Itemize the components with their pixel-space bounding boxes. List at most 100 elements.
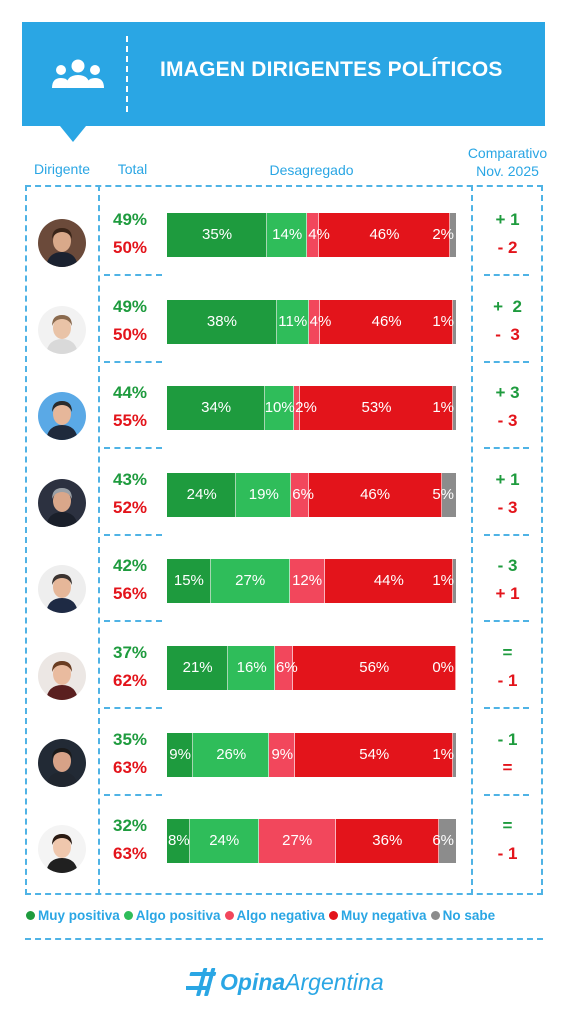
comparativo-negative: - 2 [497,238,518,257]
segment-divider [306,213,308,257]
comparativo-line-2: Nov. 2025 [476,163,539,179]
bar-segment [308,299,321,344]
bar-segment [450,213,456,257]
legend-dot [430,911,440,920]
bar-labels: 24% 19% 6% 46% 5% [167,473,456,517]
total-negative: 63% [113,757,148,777]
bar-segment [167,732,194,777]
segment-divider [188,819,190,864]
bar-segment [167,386,266,431]
data-label: 54% [359,745,390,763]
politician-avatar [38,738,86,787]
segment-divider [440,472,442,517]
data-label: 35% [202,226,233,243]
segment-divider [274,646,275,690]
legend: Muy positiva Algo positiva Algo negativa… [24,908,495,923]
data-label: 8% [168,832,190,850]
bar-segment [228,646,275,690]
bar-segment [265,386,295,431]
bar-segment [167,299,277,344]
data-label: 6% [432,832,454,850]
bar-segment [269,732,296,777]
data-label: 27% [235,572,266,590]
legend-label: Muy positiva [38,908,120,923]
column-header-total: Total [117,161,148,177]
row-separator [484,360,529,363]
row-separator [104,533,162,536]
comparativo-negative: - 3 [497,411,518,431]
legend-item: No sabe [429,908,495,923]
stacked-bar [167,732,456,777]
data-label: 2% [295,399,317,417]
total-negative: 62% [113,671,148,690]
group-icon [52,59,104,88]
stacked-bar [167,299,456,344]
politician-avatar [38,392,86,441]
row-separator [484,274,529,276]
comparativo-negative: = [502,757,513,777]
data-label: 11% [278,312,308,330]
legend-dot [26,911,35,920]
data-label: 36% [372,832,403,850]
data-label: 34% [201,399,232,417]
stacked-bar [167,819,456,864]
total-negative: 56% [113,584,148,604]
segment-divider [317,213,319,257]
bar-segment [167,819,190,864]
total-negative: 50% [113,238,148,257]
data-label: 27% [282,832,313,850]
column-divider-left [98,185,100,895]
banner-divider [126,36,128,112]
total-positive: 49% [113,296,148,316]
stacked-bar [167,386,456,431]
total-positive: 49% [113,210,148,229]
total-negative: 63% [113,844,148,864]
bar-segment [276,299,309,344]
comparativo-positive: - 1 [497,729,518,749]
segment-divider [334,819,336,864]
logo-text: OpinaArgentina [220,969,384,996]
bar-segment [167,213,268,257]
data-label: 2% [432,226,454,243]
bar-segment [320,299,454,344]
comparativo-positive: + 1 [495,210,520,229]
total-positive: 35% [113,729,148,749]
bar-segment [258,819,336,864]
bar-segment [294,386,300,431]
segment-divider [454,646,456,690]
comparativo-positive: + 3 [495,383,520,403]
data-label: 56% [359,659,390,676]
data-label: 10% [264,399,295,417]
segment-divider [288,559,290,604]
total-positive: 32% [113,816,148,836]
comparativo-negative: - 3 [497,497,518,517]
bar-segment [453,299,456,344]
bar-segment [324,559,454,604]
comparativo-negative: - 1 [497,844,518,864]
politician-avatar [38,219,86,267]
bar-labels: 35% 14% 4% 46% 2% [167,213,456,257]
data-label: 46% [360,485,391,503]
data-label: 4% [308,226,330,243]
bar-segment [299,386,454,431]
bar-segment [438,819,456,864]
data-label: 53% [361,399,392,417]
segment-divider [452,732,454,777]
legend-label: Algo positiva [135,908,221,923]
segment-divider [209,559,211,604]
total-negative: 55% [113,411,148,431]
total-positive: 43% [113,469,148,489]
column-header-desagregado: Desagregado [269,162,354,178]
header-banner [22,22,545,126]
segment-divider [290,472,292,517]
bar-segment [295,732,454,777]
bar-segment [453,386,456,431]
legend-item: Algo negativa [223,908,325,923]
data-label: 21% [182,659,213,676]
comparativo-positive: + 1 [495,469,520,489]
row-separator [104,793,162,796]
footer-divider [25,938,543,940]
data-label: 44% [373,572,404,590]
logo-text-strong: Opina [220,968,286,995]
comparativo-negative: - 3 [495,324,520,344]
